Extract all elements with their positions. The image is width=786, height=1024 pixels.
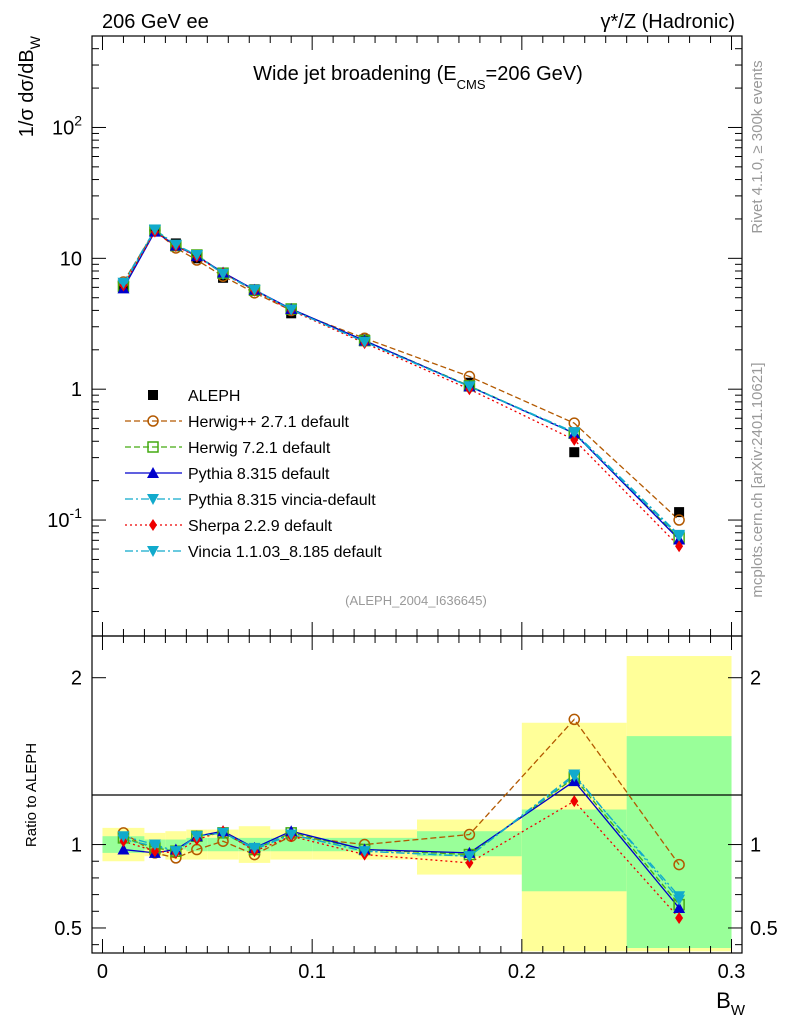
data-point-aleph [674, 507, 685, 518]
ratio-series-markers [117, 713, 686, 924]
ratio-marker-vincia-1-1-03-8-185-default [169, 846, 182, 858]
header-right: γ*/Z (Hadronic) [601, 11, 735, 33]
x-tick-label: 0.1 [298, 961, 326, 983]
marker-vincia-1-1-03-8-185-default [285, 304, 298, 316]
marker-sherpa-2-2-9-default [675, 540, 684, 553]
x-axis-label-sub: W [731, 1002, 746, 1019]
ratio-marker-vincia-1-1-03-8-185-default [190, 831, 203, 843]
legend-label-sherpa-2-2-9-default: Sherpa 2.2.9 default [188, 518, 333, 535]
main-y-tick-label: 10 [60, 248, 82, 270]
marker-vincia-1-1-03-8-185-default [568, 427, 581, 439]
ratio-marker-sherpa-2-2-9-default [150, 845, 159, 858]
marker-vincia-1-1-03-8-185-default [217, 268, 230, 280]
ratio-y-tick-label-left: 2 [71, 668, 82, 690]
x-axis-label-text: B [716, 988, 731, 1013]
mcplots-label: mcplots.cern.ch [arXiv:2401.10621] [749, 362, 766, 597]
main-y-tick-label: 10-1 [47, 505, 82, 532]
marker-vincia-1-1-03-8-185-default [463, 381, 476, 393]
main-title: Wide jet broadening (ECMS=206 GeV) [253, 63, 583, 92]
ratio-marker-herwig-2-7-1-default [673, 858, 685, 871]
ratio-marker-sherpa-2-2-9-default [675, 911, 684, 924]
ratio-band-stat [207, 837, 239, 852]
ratio-marker-sherpa-2-2-9-default [570, 795, 579, 808]
ratio-marker-herwig-2-7-1-default [568, 713, 581, 726]
ratio-plot-panel: 0.5 0.5 1 1 2 2 0 0.1 0.2 0.3 Ratio to ALEPH BW [23, 635, 778, 1019]
legend-label-herwig-2-7-1-default: Herwig++ 2.7.1 default [188, 414, 350, 431]
main-series-markers [117, 224, 686, 553]
legend-label-vincia-1-1-03-8-185-default: Vincia 1.1.03_8.185 default [188, 544, 382, 561]
legend-marker-sherpa-2-2-9-default [149, 519, 157, 531]
rivet-label: Rivet 4.1.0, ≥ 300k events [749, 60, 766, 233]
marker-vincia-1-1-03-8-185-default [190, 250, 203, 262]
ratio-marker-vincia-1-1-03-8-185-default [463, 851, 476, 863]
legend-label-herwig-7-2-1-default: Herwig 7.2.1 default [188, 440, 331, 457]
main-y-tick-label: 1 [71, 379, 82, 401]
ratio-marker-vincia-1-1-03-8-185-default [568, 769, 581, 781]
legend: ALEPH Herwig++ 2.7.1 default Herwig 7.2.1 … [125, 388, 382, 561]
legend-marker-herwig-7-2-1-default [147, 441, 159, 453]
marker-herwig-2-7-1-default [673, 514, 685, 526]
ratio-marker-vincia-1-1-03-8-185-default [248, 842, 261, 854]
ratio-y-tick-label-left: 0.5 [54, 918, 82, 940]
main-y-axis-label-text: 1/σ dσ/dB [16, 49, 38, 137]
ratio-marker-vincia-1-1-03-8-185-default [285, 829, 298, 841]
ratio-y-tick-labels: 0.5 0.5 1 1 2 2 [54, 668, 778, 940]
x-tick-label: 0.3 [718, 961, 746, 983]
legend-marker-aleph [148, 390, 158, 400]
ratio-marker-vincia-1-1-03-8-185-default [117, 831, 130, 843]
legend-marker-herwig-2-7-1-default [147, 415, 159, 427]
legend-marker-vincia-1-1-03-8-185-default [147, 546, 159, 557]
x-tick-label: 0.2 [508, 961, 536, 983]
main-title-suffix: =206 GeV) [486, 63, 583, 85]
ratio-marker-vincia-1-1-03-8-185-default [217, 827, 230, 839]
ratio-y-tick-label-right: 2 [750, 668, 761, 690]
header-left: 206 GeV ee [102, 11, 209, 33]
main-axis-ticks [92, 35, 742, 636]
legend-label-aleph: ALEPH [188, 388, 240, 405]
ratio-line-herwig-2-7-1-default [123, 718, 680, 865]
marker-sherpa-2-2-9-default [570, 433, 579, 446]
main-y-axis-label-sub: W [27, 35, 43, 49]
marker-vincia-1-1-03-8-185-default [248, 284, 261, 296]
legend-label-pythia-8-315-default: Pythia 8.315 default [188, 466, 330, 483]
ratio-line-vincia-1-1-03-8-185-default [123, 773, 680, 901]
ratio-y-tick-label-left: 1 [71, 835, 82, 857]
ratio-plot-frame [91, 635, 743, 954]
main-y-axis-label: 1/σ dσ/dBW [16, 35, 43, 137]
x-tick-label: 0 [97, 961, 108, 983]
data-point-aleph [569, 447, 580, 458]
legend-marker-pythia-8-315-default [147, 467, 159, 478]
ratio-y-tick-label-right: 0.5 [750, 918, 778, 940]
x-axis-label: BW [716, 988, 746, 1019]
ratio-y-axis-label: Ratio to ALEPH [23, 743, 40, 847]
marker-vincia-1-1-03-8-185-default [169, 239, 182, 251]
ratio-marker-vincia-1-1-03-8-185-default [148, 839, 161, 851]
legend-label-pythia-8-315-vincia-default: Pythia 8.315 vincia-default [188, 492, 376, 509]
ratio-marker-vincia-1-1-03-8-185-default [673, 894, 686, 906]
x-tick-labels: 0 0.1 0.2 0.3 [97, 961, 746, 983]
main-title-prefix: Wide jet broadening (E [253, 63, 456, 85]
ratio-marker-vincia-1-1-03-8-185-default [358, 846, 371, 858]
marker-vincia-1-1-03-8-185-default [673, 529, 686, 541]
ratio-marker-pythia-8-315-default [117, 843, 130, 855]
ratio-y-tick-label-right: 1 [750, 835, 761, 857]
ratio-marker-herwig-2-7-1-default [463, 828, 476, 841]
legend-marker-pythia-8-315-vincia-default [147, 494, 159, 505]
main-plot-panel: 10-1 1 10 102 Wide jet broadening (ECMS=206… [16, 35, 743, 637]
marker-vincia-1-1-03-8-185-default [117, 277, 130, 289]
marker-vincia-1-1-03-8-185-default [358, 336, 371, 348]
main-y-tick-label: 102 [52, 112, 82, 139]
source-label: (ALEPH_2004_I636645) [345, 593, 487, 608]
marker-vincia-1-1-03-8-185-default [148, 224, 161, 236]
ratio-marker-sherpa-2-2-9-default [465, 856, 474, 869]
ratio-marker-pythia-8-315-default [673, 901, 686, 913]
main-title-sub: CMS [457, 77, 486, 92]
main-y-tick-labels: 10-1 1 10 102 [47, 112, 82, 532]
ratio-axis-ticks [92, 636, 742, 953]
